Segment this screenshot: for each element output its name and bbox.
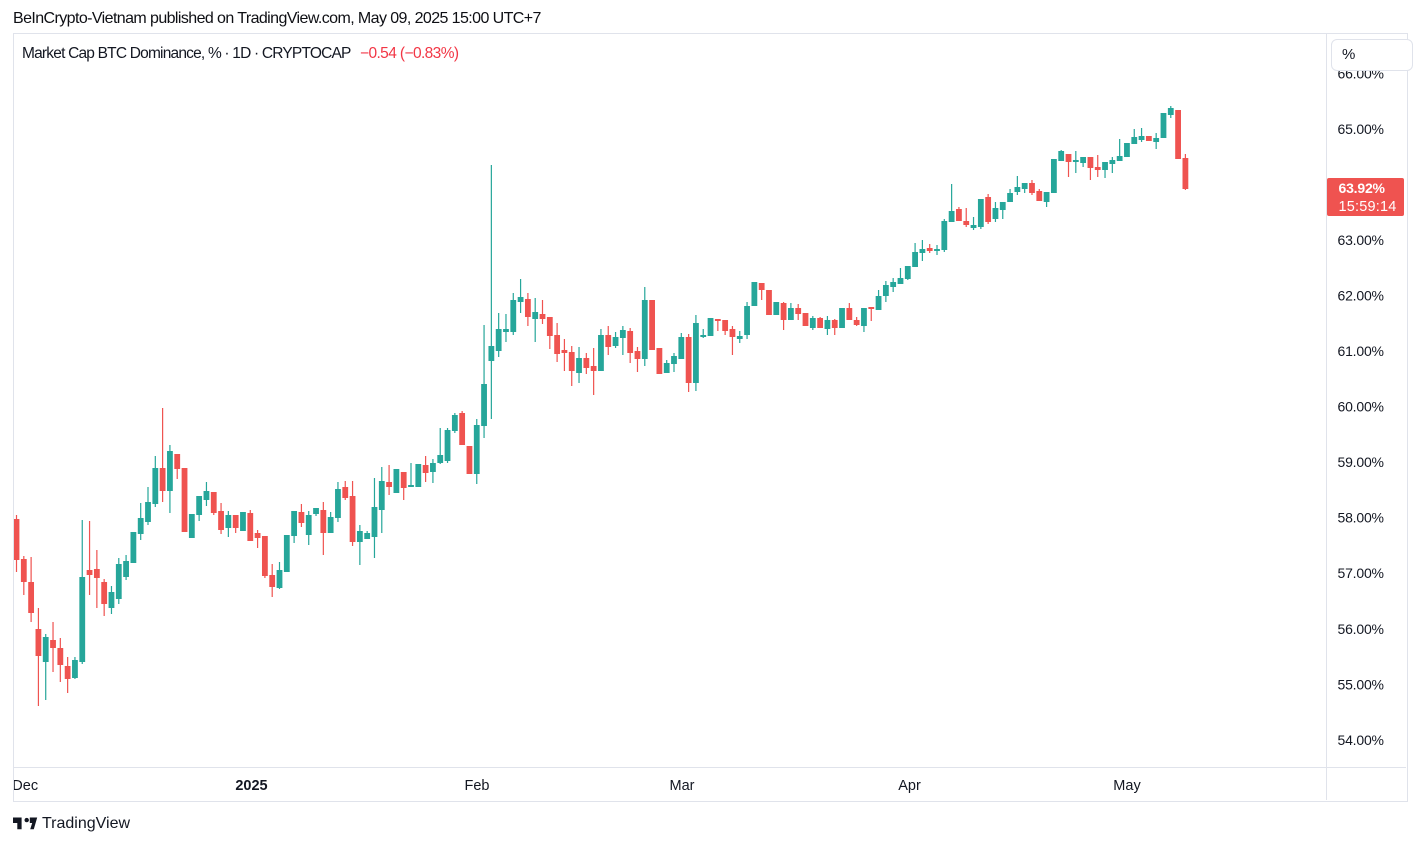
svg-text:2025: 2025 bbox=[235, 778, 267, 794]
svg-text:54.00%: 54.00% bbox=[1338, 732, 1384, 748]
svg-text:Dec: Dec bbox=[14, 778, 38, 794]
svg-text:56.00%: 56.00% bbox=[1338, 621, 1384, 637]
svg-text:63.00%: 63.00% bbox=[1338, 232, 1384, 248]
svg-text:55.00%: 55.00% bbox=[1338, 676, 1384, 692]
svg-text:Apr: Apr bbox=[898, 778, 921, 794]
svg-text:May: May bbox=[1113, 778, 1141, 794]
svg-text:57.00%: 57.00% bbox=[1338, 565, 1384, 581]
svg-text:62.00%: 62.00% bbox=[1338, 287, 1384, 303]
svg-text:60.00%: 60.00% bbox=[1338, 399, 1384, 415]
svg-text:Feb: Feb bbox=[465, 778, 490, 794]
svg-text:58.00%: 58.00% bbox=[1338, 510, 1384, 526]
svg-text:59.00%: 59.00% bbox=[1338, 454, 1384, 470]
svg-text:65.00%: 65.00% bbox=[1338, 121, 1384, 137]
svg-text:61.00%: 61.00% bbox=[1338, 343, 1384, 359]
svg-text:Mar: Mar bbox=[670, 778, 695, 794]
